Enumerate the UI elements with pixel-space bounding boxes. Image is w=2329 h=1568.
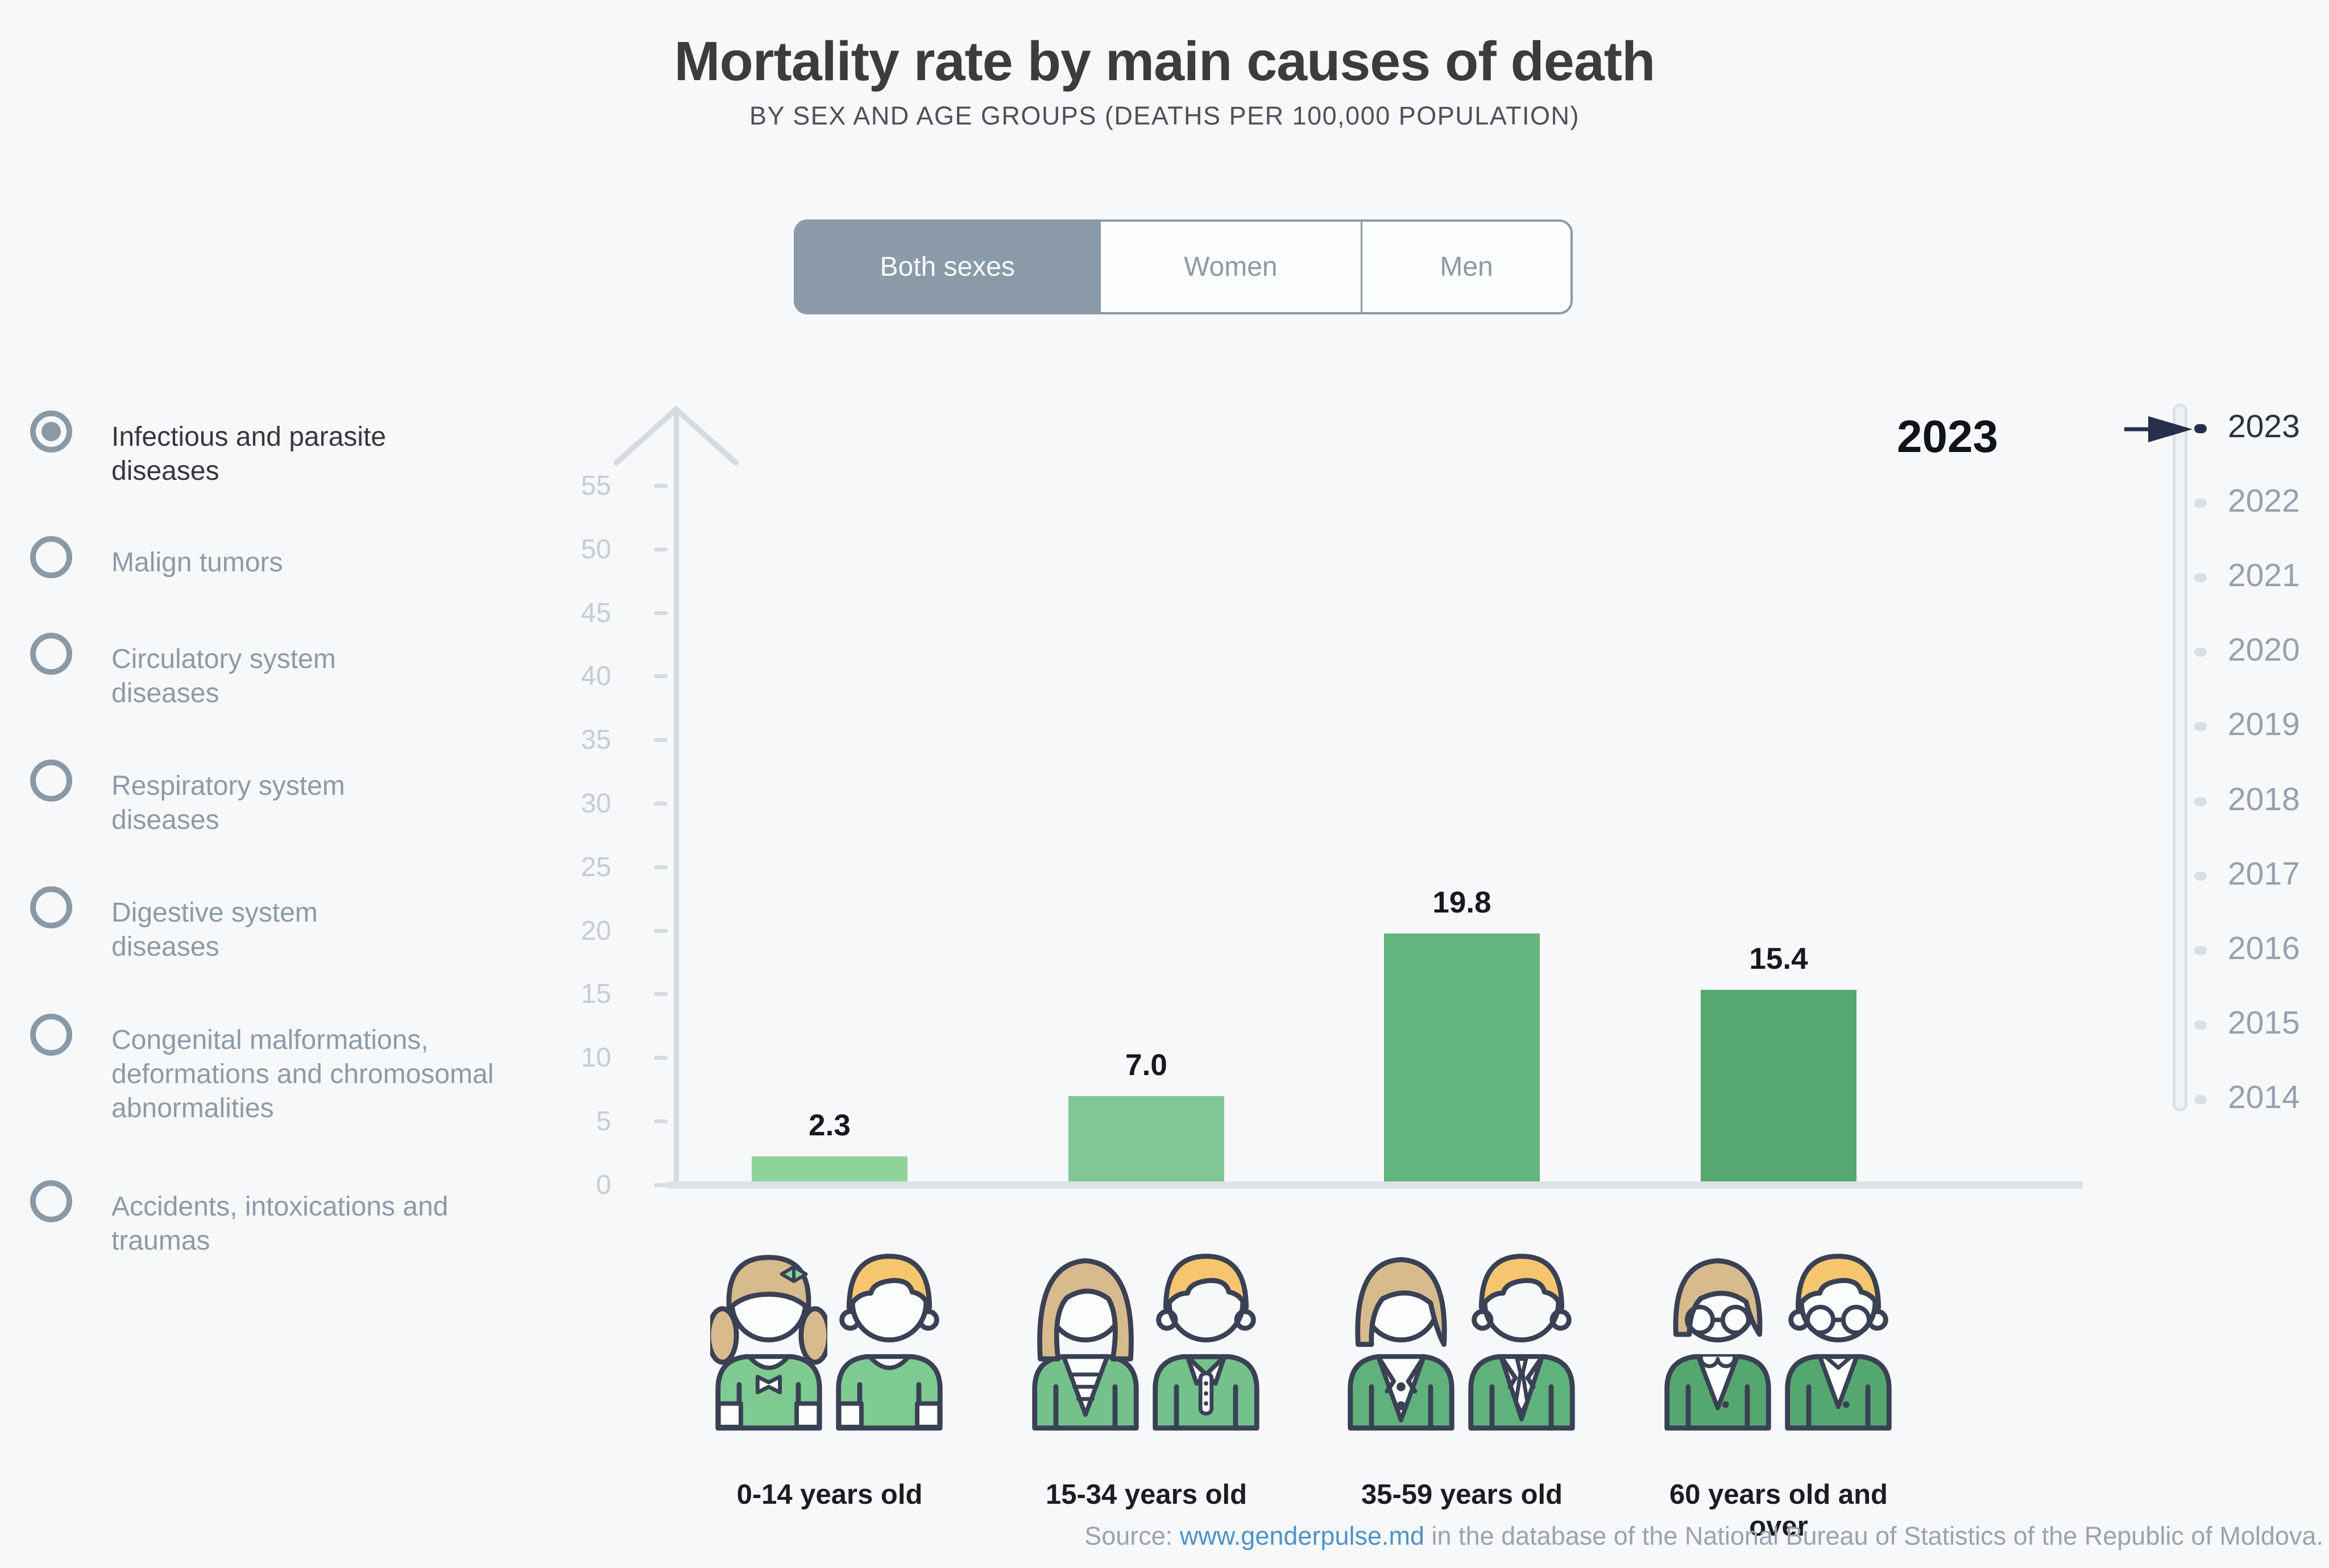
y-tickmark (654, 802, 668, 806)
cause-radio-respiratory[interactable] (30, 760, 72, 802)
toggle-women[interactable]: Women (1099, 222, 1361, 312)
year-dot-2019[interactable] (2194, 722, 2207, 731)
sex-toggle: Both sexes Women Men (794, 219, 1573, 314)
bar-value-35-59: 19.8 (1432, 886, 1491, 920)
bar-value-0-14: 2.3 (809, 1108, 851, 1142)
page-title: Mortality rate by main causes of death (674, 30, 1656, 92)
y-tickmark (654, 929, 668, 933)
year-dot-2018[interactable] (2194, 797, 2207, 806)
y-tick-10: 10 (581, 1043, 611, 1073)
middle-aged-man-icon (1468, 1254, 1575, 1431)
cause-label-congenital[interactable]: Congenital malformations, deformations a… (111, 1025, 494, 1123)
y-tickmark (654, 484, 668, 488)
cause-label-infectious[interactable]: Infectious and parasite diseases (111, 422, 386, 486)
age-label-15-34: 15-34 years old (1045, 1479, 1248, 1510)
y-tick-45: 45 (581, 598, 611, 628)
year-2015[interactable]: 2015 (2228, 1005, 2300, 1041)
cause-radio-circulatory[interactable] (30, 633, 72, 675)
y-tickmark (654, 738, 668, 742)
y-tickmark (654, 674, 668, 678)
year-2019[interactable]: 2019 (2228, 706, 2300, 742)
year-2020[interactable]: 2020 (2228, 632, 2300, 668)
age-label-0-14: 0-14 years old (736, 1479, 923, 1510)
cause-radio-congenital[interactable] (30, 1014, 72, 1056)
y-tick-40: 40 (581, 661, 611, 691)
y-tick-0: 0 (596, 1170, 611, 1200)
bar-35-59 (1384, 934, 1540, 1185)
y-tick-5: 5 (596, 1106, 611, 1136)
year-2014[interactable]: 2014 (2228, 1079, 2300, 1115)
age-label-35-59: 35-59 years old (1361, 1479, 1563, 1510)
age-group-icons-35-59 (1341, 1239, 1582, 1433)
cause-radio-accidents[interactable] (30, 1180, 72, 1222)
age-group-icons-15-34 (1026, 1239, 1267, 1433)
toggle-both-sexes[interactable]: Both sexes (796, 222, 1099, 312)
cause-label-respiratory[interactable]: Respiratory system diseases (111, 771, 345, 835)
bar-60-plus (1701, 989, 1856, 1185)
y-tickmark (654, 547, 668, 551)
boy-icon (836, 1254, 943, 1431)
y-tick-15: 15 (581, 979, 611, 1009)
elderly-man-icon (1785, 1254, 1892, 1431)
cause-radio-malign-tumors[interactable] (30, 536, 72, 578)
y-tickmark (654, 865, 668, 869)
page-subtitle: BY SEX AND AGE GROUPS (DEATHS PER 100,00… (749, 101, 1580, 130)
year-2016[interactable]: 2016 (2228, 930, 2300, 966)
y-tick-25: 25 (581, 852, 611, 882)
bar-0-14 (752, 1156, 907, 1185)
year-2021[interactable]: 2021 (2228, 557, 2300, 594)
age-group-icons-0-14 (709, 1239, 950, 1433)
age-group-icons-60-plus (1658, 1239, 1899, 1433)
year-dot-2015[interactable] (2194, 1021, 2207, 1030)
x-axis-line (667, 1181, 2083, 1189)
age-label-60-plus: 60 years old and over (1669, 1479, 1888, 1542)
source-link[interactable]: www.genderpulse.md (1179, 1521, 1425, 1550)
year-2018[interactable]: 2018 (2228, 781, 2300, 818)
selected-year-label: 2023 (1897, 411, 1998, 462)
y-tickmark (654, 1183, 668, 1187)
girl-icon (710, 1255, 827, 1431)
year-2022[interactable]: 2022 (2228, 483, 2300, 519)
young-woman-icon (1032, 1258, 1139, 1431)
y-tick-50: 50 (581, 534, 611, 565)
bar-value-15-34: 7.0 (1125, 1048, 1167, 1082)
year-dot-2017[interactable] (2194, 872, 2207, 881)
year-2023[interactable]: 2023 (2228, 408, 2300, 445)
y-tickmark (654, 992, 668, 996)
middle-aged-woman-icon (1348, 1257, 1454, 1431)
y-axis-line (674, 410, 679, 1185)
elderly-woman-icon (1664, 1258, 1771, 1431)
bar-15-34 (1068, 1096, 1224, 1185)
cause-label-digestive[interactable]: Digestive system diseases (111, 898, 318, 962)
year-slider-track[interactable] (2173, 404, 2187, 1111)
y-tick-20: 20 (581, 916, 611, 946)
source-prefix: Source: (1084, 1521, 1180, 1550)
year-2017[interactable]: 2017 (2228, 856, 2300, 892)
cause-label-accidents[interactable]: Accidents, intoxications and traumas (111, 1192, 449, 1256)
y-tickmark (654, 1056, 668, 1060)
young-man-icon (1153, 1254, 1259, 1431)
source-line: Source: www.genderpulse.md in the databa… (1084, 1521, 2323, 1551)
year-dot-2021[interactable] (2194, 573, 2207, 582)
y-tick-30: 30 (581, 789, 611, 819)
source-suffix: in the database of the National Bureau o… (1424, 1521, 2323, 1550)
y-tickmark (654, 1119, 668, 1123)
cause-radio-digestive[interactable] (30, 886, 72, 928)
cause-radio-infectious[interactable] (30, 410, 72, 453)
y-tickmark (654, 611, 668, 615)
y-tick-55: 55 (581, 471, 611, 501)
cause-label-malign-tumors[interactable]: Malign tumors (111, 547, 283, 578)
toggle-men[interactable]: Men (1361, 222, 1570, 312)
year-dot-2014[interactable] (2194, 1095, 2207, 1104)
cause-label-circulatory[interactable]: Circulatory system diseases (111, 644, 336, 708)
y-axis-arrow-icon (614, 405, 739, 466)
year-cursor-icon[interactable] (2124, 414, 2196, 444)
year-dot-2016[interactable] (2194, 946, 2207, 955)
bar-value-60-plus: 15.4 (1749, 941, 1808, 976)
year-dot-2023[interactable] (2194, 424, 2207, 433)
y-tick-35: 35 (581, 725, 611, 755)
year-dot-2020[interactable] (2194, 648, 2207, 657)
year-dot-2022[interactable] (2194, 499, 2207, 508)
